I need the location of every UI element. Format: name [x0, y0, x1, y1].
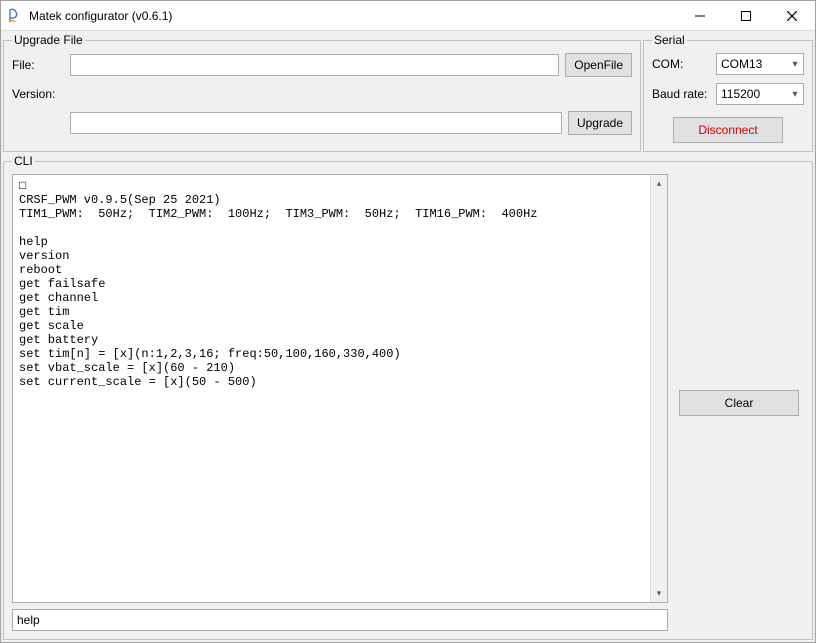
com-label: COM: [652, 57, 712, 71]
close-button[interactable] [769, 1, 815, 30]
disconnect-button[interactable]: Disconnect [673, 117, 783, 143]
window-title: Matek configurator (v0.6.1) [29, 9, 677, 23]
baud-row: Baud rate: 115200 ▾ [652, 83, 804, 105]
version-label: Version: [12, 87, 64, 101]
upgrade-progress-input [70, 112, 562, 134]
titlebar: Matek configurator (v0.6.1) [1, 1, 815, 31]
cli-body: □ CRSF_PWM v0.9.5(Sep 25 2021) TIM1_PWM:… [12, 174, 804, 631]
client-area: Upgrade File File: OpenFile Version: Upg… [1, 31, 815, 642]
upgrade-button[interactable]: Upgrade [568, 111, 632, 135]
cli-input[interactable] [12, 609, 668, 631]
maximize-button[interactable] [723, 1, 769, 30]
openfile-button[interactable]: OpenFile [565, 53, 632, 77]
cli-scrollbar[interactable]: ▴ ▾ [650, 175, 667, 602]
app-icon [7, 8, 23, 24]
window-controls [677, 1, 815, 30]
baud-label: Baud rate: [652, 87, 712, 101]
chevron-down-icon: ▾ [787, 59, 803, 70]
chevron-down-icon: ▾ [787, 89, 803, 100]
cli-output-wrap: □ CRSF_PWM v0.9.5(Sep 25 2021) TIM1_PWM:… [12, 174, 668, 603]
com-select[interactable]: COM13 ▾ [716, 53, 804, 75]
cli-legend: CLI [12, 154, 35, 168]
com-value: COM13 [717, 57, 787, 71]
upgrade-row: Upgrade [12, 111, 632, 135]
cli-right: Clear [674, 174, 804, 631]
minimize-button[interactable] [677, 1, 723, 30]
cli-group: CLI □ CRSF_PWM v0.9.5(Sep 25 2021) TIM1_… [3, 154, 813, 640]
baud-value: 115200 [717, 87, 787, 101]
upgrade-file-group: Upgrade File File: OpenFile Version: Upg… [3, 33, 641, 152]
file-label: File: [12, 58, 64, 72]
version-row: Version: [12, 87, 632, 101]
clear-button[interactable]: Clear [679, 390, 799, 416]
cli-output[interactable]: □ CRSF_PWM v0.9.5(Sep 25 2021) TIM1_PWM:… [13, 175, 650, 602]
baud-select[interactable]: 115200 ▾ [716, 83, 804, 105]
app-window: Matek configurator (v0.6.1) Upgrade File… [0, 0, 816, 643]
com-row: COM: COM13 ▾ [652, 53, 804, 75]
serial-group: Serial COM: COM13 ▾ Baud rate: 115200 ▾ … [643, 33, 813, 152]
scroll-up-icon[interactable]: ▴ [651, 175, 667, 192]
serial-legend: Serial [652, 33, 687, 47]
cli-left: □ CRSF_PWM v0.9.5(Sep 25 2021) TIM1_PWM:… [12, 174, 668, 631]
upgrade-legend: Upgrade File [12, 33, 85, 47]
file-row: File: OpenFile [12, 53, 632, 77]
top-row: Upgrade File File: OpenFile Version: Upg… [3, 33, 813, 152]
scroll-down-icon[interactable]: ▾ [651, 585, 667, 602]
file-input[interactable] [70, 54, 559, 76]
